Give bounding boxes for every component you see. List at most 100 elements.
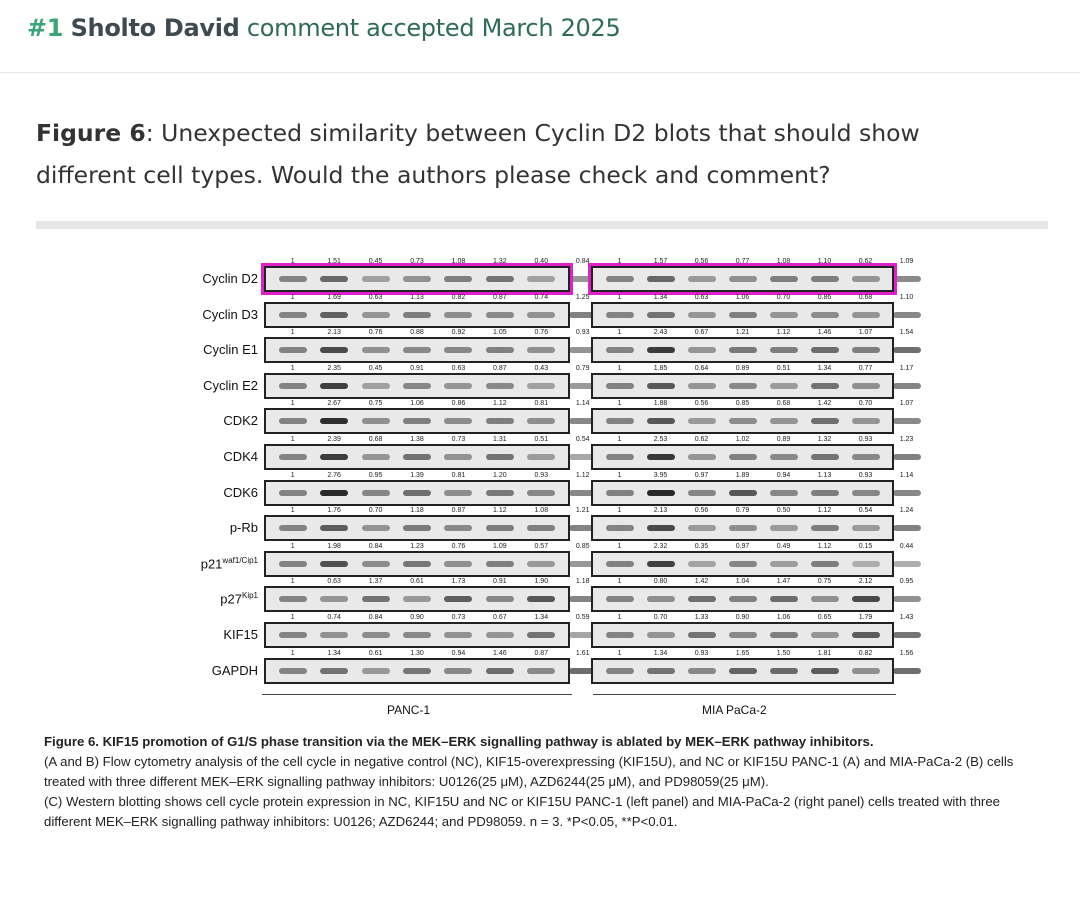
protein-name: p21 [200, 556, 223, 572]
band-quantification: 1.57 [653, 258, 668, 265]
blot-band [687, 418, 716, 425]
band-quantification: 0.73 [451, 614, 466, 621]
blot-band [568, 667, 597, 674]
blot-band [810, 632, 839, 638]
comment-number[interactable]: #1 [27, 14, 64, 42]
blot-row-label: CDK4 [178, 449, 258, 464]
band-quantification: 1 [617, 329, 622, 337]
band-quantification: 0.82 [451, 293, 466, 301]
blot-band [444, 454, 473, 460]
blot-band [320, 382, 349, 389]
band-quantification: 0.92 [451, 329, 466, 337]
blot-band [527, 418, 556, 425]
band-quantification: 1 [290, 436, 295, 443]
band-quantification: 1.38 [410, 436, 424, 443]
blot-band [810, 418, 839, 425]
blot-row-label: Cyclin D2 [178, 271, 258, 286]
protein-name: Cyclin E2 [203, 377, 258, 393]
band-quantification: 1.05 [493, 329, 507, 337]
blot-band [403, 418, 431, 425]
blot-band [278, 454, 307, 460]
blot-band [646, 276, 675, 282]
blot-band [361, 311, 390, 318]
blot-band [687, 347, 716, 354]
band-quantification: 1.20 [493, 471, 507, 479]
band-quantification: 1.12 [575, 471, 590, 479]
blot-right [591, 408, 894, 435]
band-quantification: 2.13 [327, 329, 341, 337]
band-quantification: 1 [290, 649, 295, 657]
blot-band [687, 454, 716, 460]
band-quantification: 1.23 [899, 436, 914, 443]
blot-band [485, 276, 514, 282]
blot-band [403, 596, 431, 603]
blot-band [278, 596, 307, 603]
blot-band [769, 596, 798, 603]
band-quantification: 0.86 [817, 293, 832, 301]
blot-band [810, 454, 839, 460]
blot-band [687, 382, 716, 389]
blot-band [851, 632, 880, 638]
panel-underline-left [262, 694, 572, 695]
band-quantification: 1 [617, 507, 622, 515]
band-quantification: 2.53 [653, 436, 668, 443]
band-quantification: 1.98 [327, 542, 341, 550]
blot-band [687, 596, 716, 603]
band-quantification: 1 [290, 578, 295, 586]
blot-band [892, 276, 921, 282]
blot-right [591, 479, 894, 506]
blot-row-label: KIF15 [178, 627, 258, 642]
band-quantification: 0.57 [534, 542, 549, 550]
blot-band [851, 418, 880, 425]
blot-band [568, 525, 597, 532]
blot-band [605, 667, 634, 674]
band-quantification: 1.08 [776, 258, 791, 265]
blot-band [485, 311, 514, 318]
band-quantification: 1.21 [735, 329, 750, 337]
blot-row-label: CDK2 [178, 413, 258, 428]
band-quantification: 1.18 [410, 507, 424, 515]
blot-band [892, 560, 921, 567]
blot-band [444, 382, 473, 389]
protein-name: CDK2 [223, 413, 258, 429]
band-quantification: 1.04 [735, 578, 750, 586]
band-quantification: 0.70 [368, 507, 383, 515]
blot-left [264, 479, 570, 506]
blot-band [320, 276, 349, 282]
blot-band [527, 596, 556, 603]
band-quantification: 0.54 [858, 507, 873, 515]
blot-band [568, 632, 597, 638]
band-quantification: 0.94 [451, 649, 466, 657]
band-quantification: 1.06 [410, 400, 424, 408]
blot-band [278, 489, 307, 496]
band-quantification: 0.87 [493, 293, 507, 301]
blot-band [444, 596, 473, 603]
band-quantification: 1 [617, 436, 622, 443]
band-quantification: 1.73 [451, 578, 466, 586]
blot-band [278, 276, 307, 282]
blot-band [320, 560, 349, 567]
blot-band [320, 347, 349, 354]
band-quantification: 0.59 [575, 614, 590, 621]
blot-band [403, 454, 431, 460]
comment-status: comment accepted March 2025 [246, 14, 621, 42]
band-quantification: 1.12 [493, 507, 507, 515]
protein-name: p-Rb [229, 520, 258, 536]
highlight-box-left [261, 263, 573, 295]
blot-band [278, 632, 307, 638]
band-quantification: 1.23 [410, 542, 424, 550]
blot-band [687, 276, 716, 282]
band-quantification: 1 [617, 614, 622, 621]
band-quantification: 0.73 [451, 436, 466, 443]
blot-band [361, 560, 390, 567]
blot-band [568, 489, 597, 496]
blot-band [278, 311, 307, 318]
band-quantification: 0.44 [899, 542, 914, 550]
blot-band [769, 382, 798, 389]
blot-band [485, 454, 514, 460]
blot-band [646, 667, 675, 674]
blot-right [591, 550, 894, 577]
comment-author[interactable]: Sholto David [70, 14, 240, 42]
band-quantification: 0.49 [776, 542, 791, 550]
caption-title: Figure 6. KIF15 promotion of G1/S phase … [44, 734, 874, 749]
